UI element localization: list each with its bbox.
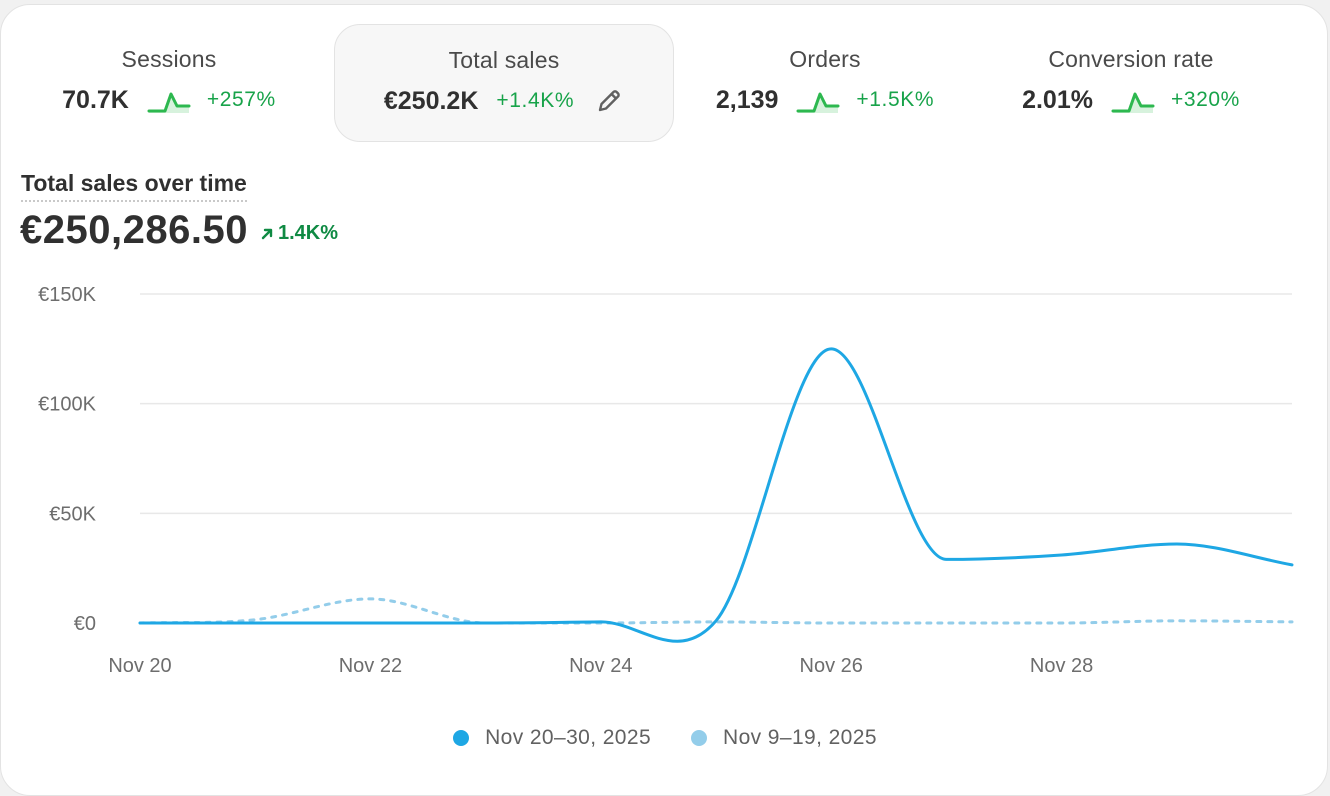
y-tick-label: €0 bbox=[74, 613, 96, 635]
metric-change: +1.4K% bbox=[496, 89, 574, 113]
x-tick-label: Nov 26 bbox=[800, 655, 863, 677]
metric-label: Orders bbox=[680, 46, 970, 73]
legend-dot-current bbox=[453, 730, 469, 746]
x-tick-label: Nov 20 bbox=[108, 655, 171, 677]
legend-item-current[interactable]: Nov 20–30, 2025 bbox=[453, 726, 651, 750]
y-tick-label: €150K bbox=[38, 284, 96, 306]
total-value: €250,286.50 bbox=[20, 208, 248, 253]
metric-value: €250.2K bbox=[384, 87, 479, 116]
metric-label: Sessions bbox=[20, 46, 318, 73]
chart-legend: Nov 20–30, 2025 Nov 9–19, 2025 bbox=[0, 726, 1330, 750]
x-tick-label: Nov 24 bbox=[569, 655, 632, 677]
chart-title[interactable]: Total sales over time bbox=[21, 170, 247, 202]
y-tick-label: €50K bbox=[49, 503, 96, 525]
metric-orders[interactable]: Orders 2,139 +1.5K% bbox=[680, 24, 970, 142]
metrics-bar: Sessions 70.7K +257% Total sales €250.2K… bbox=[0, 0, 1330, 150]
legend-label-previous: Nov 9–19, 2025 bbox=[723, 726, 877, 750]
metric-change: +320% bbox=[1171, 88, 1240, 112]
total-change-value: 1.4K% bbox=[278, 222, 338, 245]
total-change: 1.4K% bbox=[260, 222, 338, 245]
sparkline-icon bbox=[147, 85, 191, 115]
metric-value: 70.7K bbox=[62, 86, 129, 115]
chart-total: €250,286.50 1.4K% bbox=[20, 208, 338, 253]
metric-sessions[interactable]: Sessions 70.7K +257% bbox=[20, 24, 318, 142]
metric-change: +257% bbox=[207, 88, 276, 112]
metric-change: +1.5K% bbox=[856, 88, 934, 112]
metric-value: 2,139 bbox=[716, 86, 779, 115]
metric-label: Conversion rate bbox=[980, 46, 1282, 73]
arrow-up-right-icon bbox=[260, 227, 274, 241]
legend-dot-previous bbox=[691, 730, 707, 746]
chart-series bbox=[140, 349, 1292, 642]
y-axis: €0 €50K €100K €150K bbox=[38, 284, 96, 635]
metric-label: Total sales bbox=[335, 47, 673, 74]
metric-total-sales[interactable]: Total sales €250.2K +1.4K% bbox=[334, 24, 674, 142]
sparkline-icon bbox=[796, 85, 840, 115]
metric-conversion-rate[interactable]: Conversion rate 2.01% +320% bbox=[980, 24, 1282, 142]
y-tick-label: €100K bbox=[38, 394, 96, 416]
x-tick-label: Nov 28 bbox=[1030, 655, 1093, 677]
series-line-current[interactable] bbox=[140, 349, 1292, 641]
sparkline-icon bbox=[1111, 85, 1155, 115]
metric-value: 2.01% bbox=[1022, 86, 1093, 115]
x-axis: Nov 20 Nov 22 Nov 24 Nov 26 Nov 28 bbox=[108, 655, 1093, 677]
legend-item-previous[interactable]: Nov 9–19, 2025 bbox=[691, 726, 877, 750]
chart-grid bbox=[140, 294, 1292, 513]
legend-label-current: Nov 20–30, 2025 bbox=[485, 726, 651, 750]
x-tick-label: Nov 22 bbox=[339, 655, 402, 677]
pencil-icon[interactable] bbox=[594, 86, 624, 116]
